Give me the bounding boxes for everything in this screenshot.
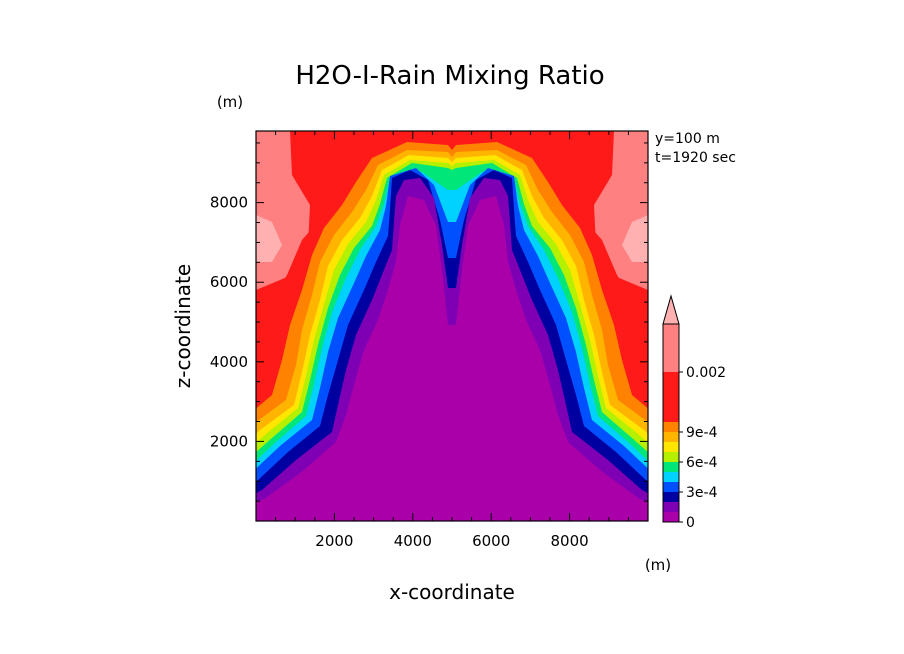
contour-level-lightpink-right [622, 215, 648, 262]
colorbar-swatch [663, 452, 679, 462]
colorbar-tick-label: 9e-4 [686, 425, 718, 441]
x-tick-label: 6000 [472, 532, 510, 550]
colorbar-swatch [663, 492, 679, 502]
colorbar-swatch [663, 502, 679, 512]
colorbar-swatch [663, 324, 679, 372]
x-tick-label: 8000 [551, 532, 589, 550]
x-axis-unit: (m) [645, 556, 671, 574]
contour-plume [256, 135, 648, 521]
colorbar-tick-label: 0.002 [686, 365, 726, 381]
contour-field [256, 131, 648, 521]
colorbar-swatch [663, 372, 679, 422]
y-tick-label: 8000 [210, 194, 248, 212]
x-tick-label: 2000 [315, 532, 353, 550]
colorbar-overflow-arrow [662, 294, 680, 325]
annotation-time: t=1920 sec [655, 150, 736, 166]
colorbar-swatch [663, 432, 679, 442]
y-tick-label: 4000 [210, 353, 248, 371]
x-axis-label: x-coordinate [389, 580, 515, 604]
colorbar-swatch [663, 442, 679, 452]
colorbar-swatch [663, 462, 679, 472]
y-axis-unit: (m) [217, 93, 243, 111]
axes: 2000 4000 6000 8000 2000 4000 6000 8000 [210, 131, 648, 550]
y-tick-label: 6000 [210, 273, 248, 291]
colorbar-swatch [663, 482, 679, 492]
colorbar-swatch [663, 422, 679, 432]
colorbar-frame [662, 323, 680, 523]
annotation-y-slice: y=100 m [655, 131, 720, 147]
chart-title: H2O-I-Rain Mixing Ratio [295, 61, 604, 91]
colorbar: 0 3e-4 6e-4 9e-4 0.002 [662, 294, 726, 531]
y-tick-label: 2000 [210, 432, 248, 450]
colorbar-tick-label: 3e-4 [686, 485, 718, 501]
colorbar-swatch [663, 472, 679, 482]
x-tick-label: 4000 [394, 532, 432, 550]
colorbar-swatch [663, 512, 679, 522]
y-axis-label: z-coordinate [171, 264, 195, 388]
colorbar-tick-label: 6e-4 [686, 455, 718, 471]
colorbar-tick-label: 0 [686, 515, 695, 531]
contour-level-lightpink-left [256, 215, 282, 262]
contour-band-lt-1e-4 [256, 196, 648, 521]
